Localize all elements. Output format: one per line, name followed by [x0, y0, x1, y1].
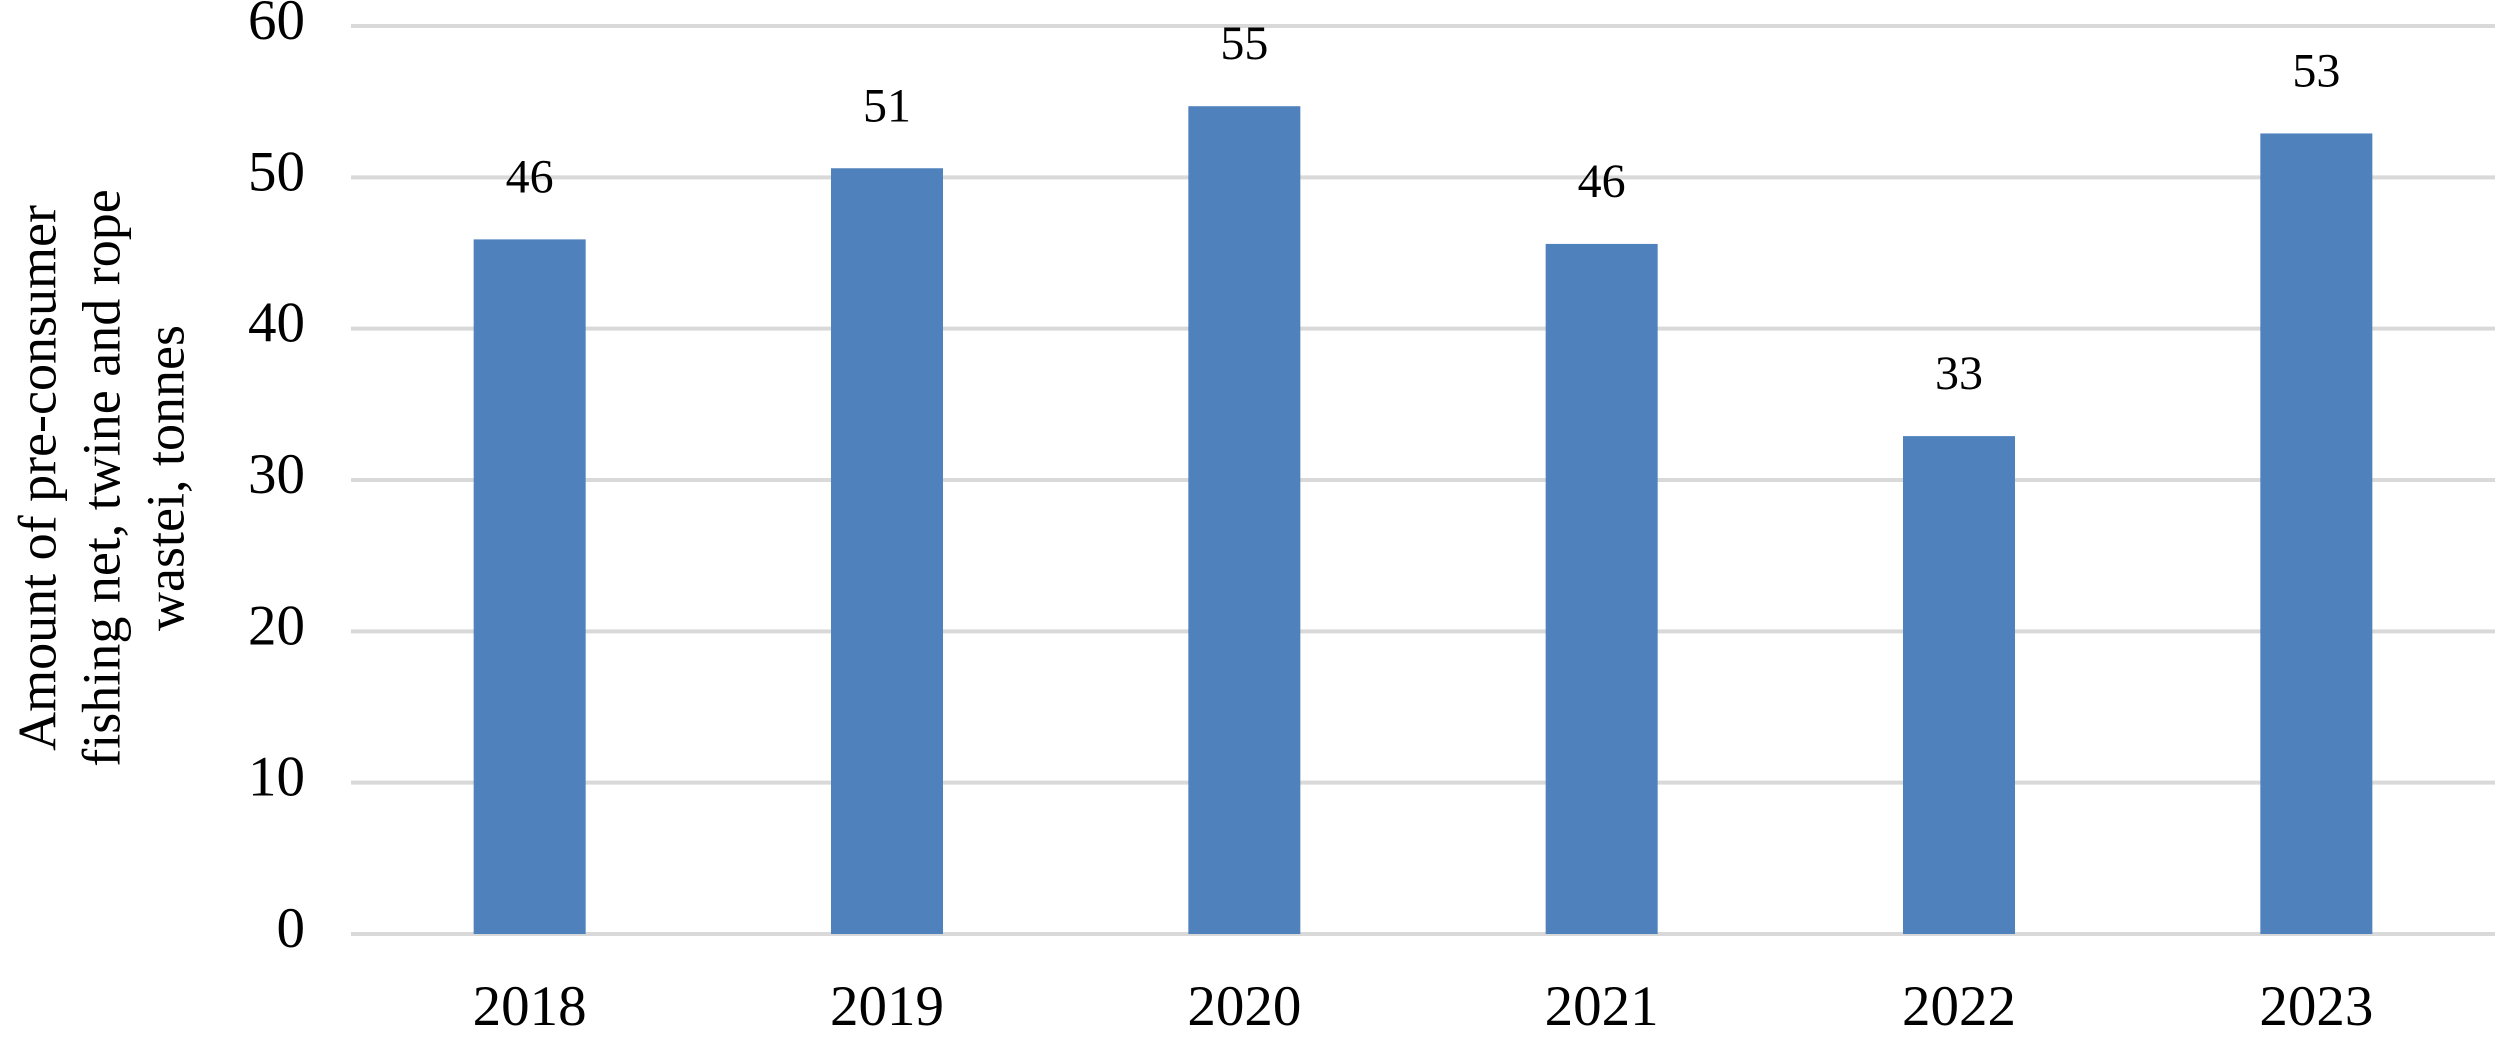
x-tick-label: 2023	[2259, 975, 2373, 1038]
x-tick-label: 2018	[473, 975, 587, 1038]
x-tick-label: 2020	[1187, 975, 1301, 1038]
y-tick-label: 30	[248, 443, 305, 506]
y-axis-label: Amount of pre-consumer	[7, 205, 67, 751]
value-label: 51	[863, 79, 911, 132]
value-label: 55	[1220, 17, 1268, 70]
y-axis-label: fishing net, twine and rope	[71, 189, 131, 766]
y-tick-label: 60	[248, 0, 305, 52]
y-tick-label: 10	[248, 746, 305, 809]
y-tick-label: 40	[248, 292, 305, 355]
y-axis-label: wastei, tonnes	[135, 325, 195, 631]
value-label: 46	[1578, 155, 1626, 208]
bar	[1903, 436, 2015, 934]
bar	[1545, 243, 1658, 935]
x-tick-label: 2019	[830, 975, 944, 1038]
y-tick-label: 50	[248, 140, 305, 203]
value-label: 53	[2292, 44, 2340, 97]
bar	[1188, 106, 1301, 934]
bar	[831, 168, 943, 935]
x-tick-label: 2022	[1902, 975, 2016, 1038]
bar	[473, 239, 586, 934]
x-tick-label: 2021	[1545, 975, 1659, 1038]
bar	[2260, 133, 2373, 935]
y-tick-label: 20	[248, 594, 305, 657]
value-label: 33	[1935, 347, 1983, 400]
y-tick-label: 0	[277, 897, 306, 960]
value-label: 46	[506, 150, 554, 203]
